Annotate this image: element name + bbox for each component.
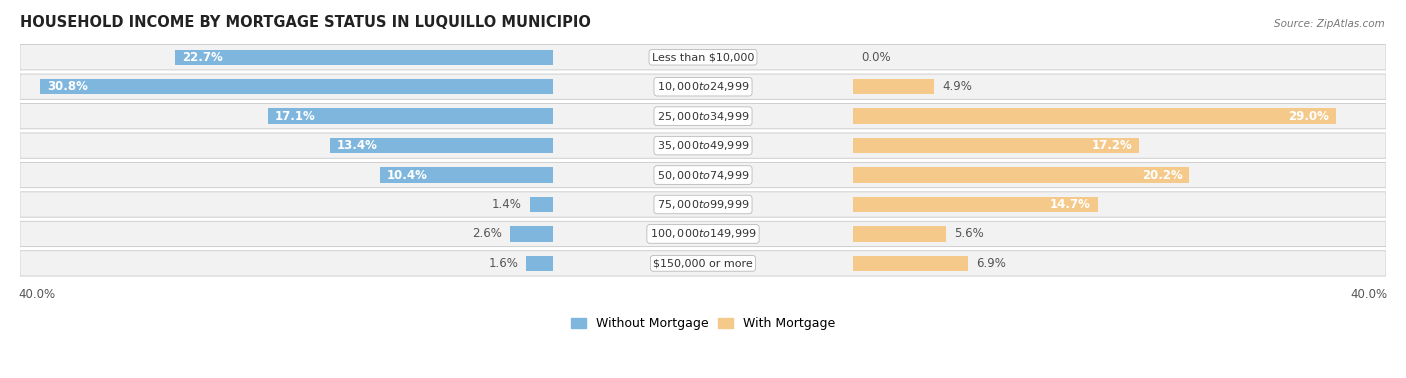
Text: 14.7%: 14.7% — [1050, 198, 1091, 211]
Bar — [853, 256, 967, 271]
Text: 17.1%: 17.1% — [276, 110, 316, 122]
Text: 0.0%: 0.0% — [862, 51, 891, 64]
FancyBboxPatch shape — [20, 74, 1386, 99]
Text: 17.2%: 17.2% — [1092, 139, 1133, 152]
Bar — [41, 79, 553, 94]
Bar — [176, 50, 553, 65]
Text: 22.7%: 22.7% — [181, 51, 222, 64]
Text: Source: ZipAtlas.com: Source: ZipAtlas.com — [1274, 19, 1385, 29]
Text: 1.4%: 1.4% — [492, 198, 522, 211]
Bar — [853, 226, 946, 242]
Text: $100,000 to $149,999: $100,000 to $149,999 — [650, 228, 756, 240]
Text: $10,000 to $24,999: $10,000 to $24,999 — [657, 80, 749, 93]
Text: $150,000 or more: $150,000 or more — [654, 259, 752, 268]
Bar — [269, 108, 553, 124]
Bar — [853, 167, 1189, 183]
Text: 30.8%: 30.8% — [46, 80, 87, 93]
Bar — [530, 197, 553, 212]
Bar — [380, 167, 553, 183]
Text: Less than $10,000: Less than $10,000 — [652, 52, 754, 62]
Bar — [510, 226, 553, 242]
Text: 6.9%: 6.9% — [976, 257, 1005, 270]
Text: 29.0%: 29.0% — [1288, 110, 1329, 122]
Text: $75,000 to $99,999: $75,000 to $99,999 — [657, 198, 749, 211]
FancyBboxPatch shape — [20, 133, 1386, 158]
Text: 1.6%: 1.6% — [488, 257, 519, 270]
Bar — [853, 197, 1098, 212]
Text: 20.2%: 20.2% — [1142, 169, 1182, 181]
FancyBboxPatch shape — [20, 192, 1386, 217]
Bar — [526, 256, 553, 271]
Text: HOUSEHOLD INCOME BY MORTGAGE STATUS IN LUQUILLO MUNICIPIO: HOUSEHOLD INCOME BY MORTGAGE STATUS IN L… — [20, 15, 591, 30]
Bar — [330, 138, 553, 153]
Text: 2.6%: 2.6% — [471, 228, 502, 240]
Text: $25,000 to $34,999: $25,000 to $34,999 — [657, 110, 749, 122]
Bar — [853, 108, 1336, 124]
FancyBboxPatch shape — [20, 163, 1386, 188]
FancyBboxPatch shape — [20, 45, 1386, 70]
Bar — [853, 79, 935, 94]
Text: $50,000 to $74,999: $50,000 to $74,999 — [657, 169, 749, 181]
Legend: Without Mortgage, With Mortgage: Without Mortgage, With Mortgage — [571, 317, 835, 330]
Text: $35,000 to $49,999: $35,000 to $49,999 — [657, 139, 749, 152]
FancyBboxPatch shape — [20, 221, 1386, 246]
Text: 13.4%: 13.4% — [336, 139, 378, 152]
Bar — [853, 138, 1139, 153]
FancyBboxPatch shape — [20, 104, 1386, 129]
Text: 10.4%: 10.4% — [387, 169, 427, 181]
FancyBboxPatch shape — [20, 251, 1386, 276]
Text: 4.9%: 4.9% — [943, 80, 973, 93]
Text: 5.6%: 5.6% — [955, 228, 984, 240]
